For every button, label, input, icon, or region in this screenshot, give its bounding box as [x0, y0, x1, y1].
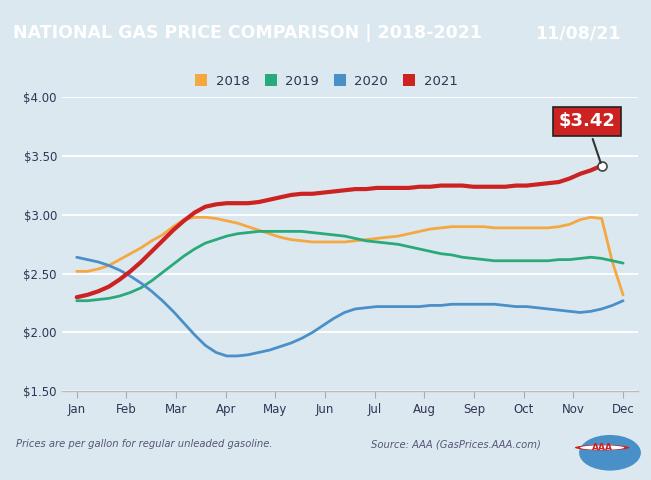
- Circle shape: [580, 445, 624, 450]
- Text: $3.42: $3.42: [559, 112, 615, 163]
- Text: Source: AAA (GasPrices.AAA.com): Source: AAA (GasPrices.AAA.com): [371, 439, 541, 449]
- Legend: 2018, 2019, 2020, 2021: 2018, 2019, 2020, 2021: [188, 69, 463, 93]
- Text: AAA: AAA: [592, 443, 613, 452]
- Text: NATIONAL GAS PRICE COMPARISON | 2018-2021: NATIONAL GAS PRICE COMPARISON | 2018-202…: [12, 24, 482, 42]
- Text: 11/08/21: 11/08/21: [535, 24, 620, 42]
- Ellipse shape: [579, 435, 641, 470]
- Text: Prices are per gallon for regular unleaded gasoline.: Prices are per gallon for regular unlead…: [16, 439, 273, 449]
- Circle shape: [575, 445, 630, 450]
